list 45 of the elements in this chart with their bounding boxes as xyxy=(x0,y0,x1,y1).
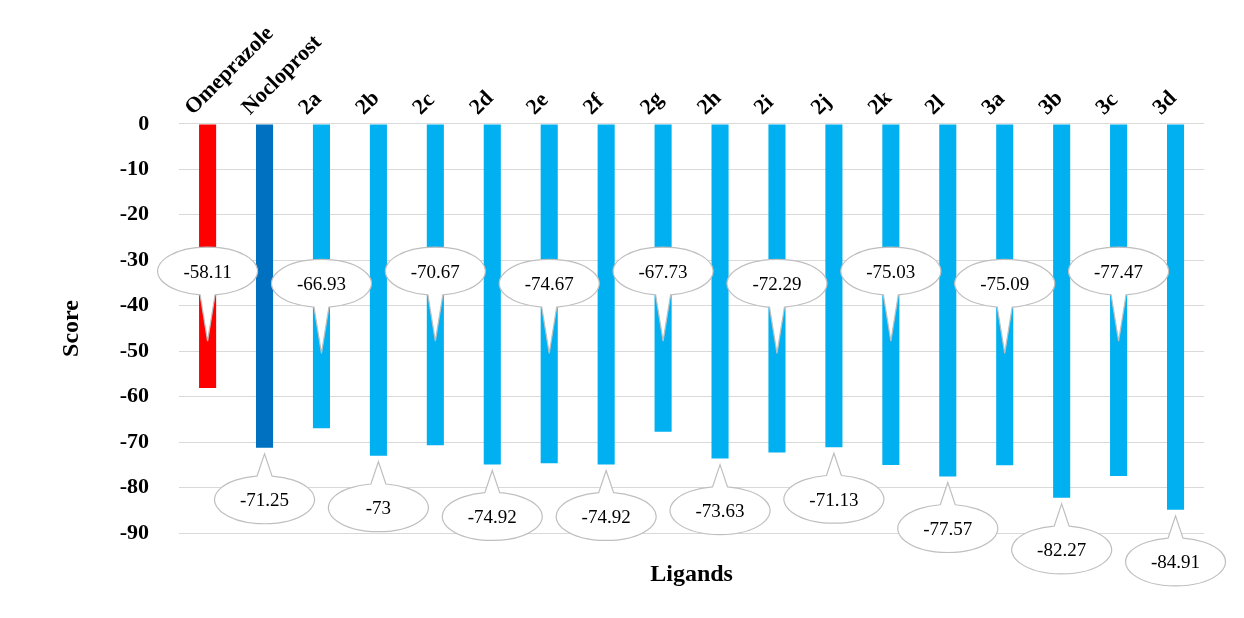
x-tick-label: 2j xyxy=(805,88,836,120)
x-tick-label: 2f xyxy=(577,87,609,120)
x-tick-label: 3c xyxy=(1089,86,1123,120)
data-label: -77.57 xyxy=(923,518,973,539)
data-label: -67.73 xyxy=(638,260,688,282)
data-label: -72.29 xyxy=(752,272,802,294)
data-label: -66.93 xyxy=(296,272,347,294)
data-label: -73 xyxy=(365,497,392,519)
x-axis-title: Ligands xyxy=(650,560,733,587)
x-tick-label: 3d xyxy=(1146,84,1181,120)
data-label: -77.47 xyxy=(1094,260,1144,282)
y-tick-label: -70 xyxy=(119,427,150,453)
y-tick-label: -30 xyxy=(119,245,150,271)
data-label: -71.13 xyxy=(809,488,859,510)
data-label: -74.92 xyxy=(467,505,517,527)
y-tick-label: -40 xyxy=(119,291,150,317)
data-label: -74.92 xyxy=(581,505,631,527)
x-tick-label: 2b xyxy=(349,84,384,120)
y-tick-label: -50 xyxy=(119,336,150,362)
x-tick-label: 3a xyxy=(975,85,1010,120)
data-label: -75.03 xyxy=(866,260,916,282)
x-tick-label: 2l xyxy=(918,89,949,120)
y-axis-title: Score xyxy=(56,299,83,357)
data-label: -58.11 xyxy=(183,260,232,282)
y-tick-label: -10 xyxy=(119,155,150,181)
y-tick-label: -80 xyxy=(119,473,150,499)
x-tick-label: 2h xyxy=(691,84,726,120)
y-tick-label: -20 xyxy=(119,200,150,226)
data-label: -70.67 xyxy=(410,260,460,282)
y-tick-label: -60 xyxy=(119,382,150,408)
x-tick-label: 3b xyxy=(1032,84,1067,120)
x-tick-label: 2d xyxy=(463,84,498,120)
data-label: -73.63 xyxy=(695,500,745,522)
x-tick-label: 2g xyxy=(634,85,668,120)
x-tick-label: 2k xyxy=(862,84,897,120)
data-label: -71.25 xyxy=(239,489,290,511)
data-label: -84.91 xyxy=(1150,551,1201,573)
y-tick-label: 0 xyxy=(138,109,150,135)
data-label: -75.09 xyxy=(980,272,1030,294)
data-label: -82.27 xyxy=(1037,539,1087,561)
x-tick-label: 2c xyxy=(406,86,440,120)
x-tick-label: 2e xyxy=(520,86,553,120)
y-tick-label: -90 xyxy=(119,518,150,544)
data-label: -74.67 xyxy=(524,272,574,294)
x-tick-label: 2i xyxy=(748,89,778,120)
